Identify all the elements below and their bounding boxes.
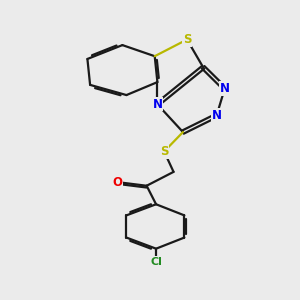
Text: S: S [160,145,168,158]
Text: N: N [220,82,230,95]
Text: N: N [152,98,162,111]
Text: S: S [183,33,191,46]
Text: O: O [112,176,122,189]
Text: Cl: Cl [150,256,162,267]
Text: N: N [212,109,222,122]
